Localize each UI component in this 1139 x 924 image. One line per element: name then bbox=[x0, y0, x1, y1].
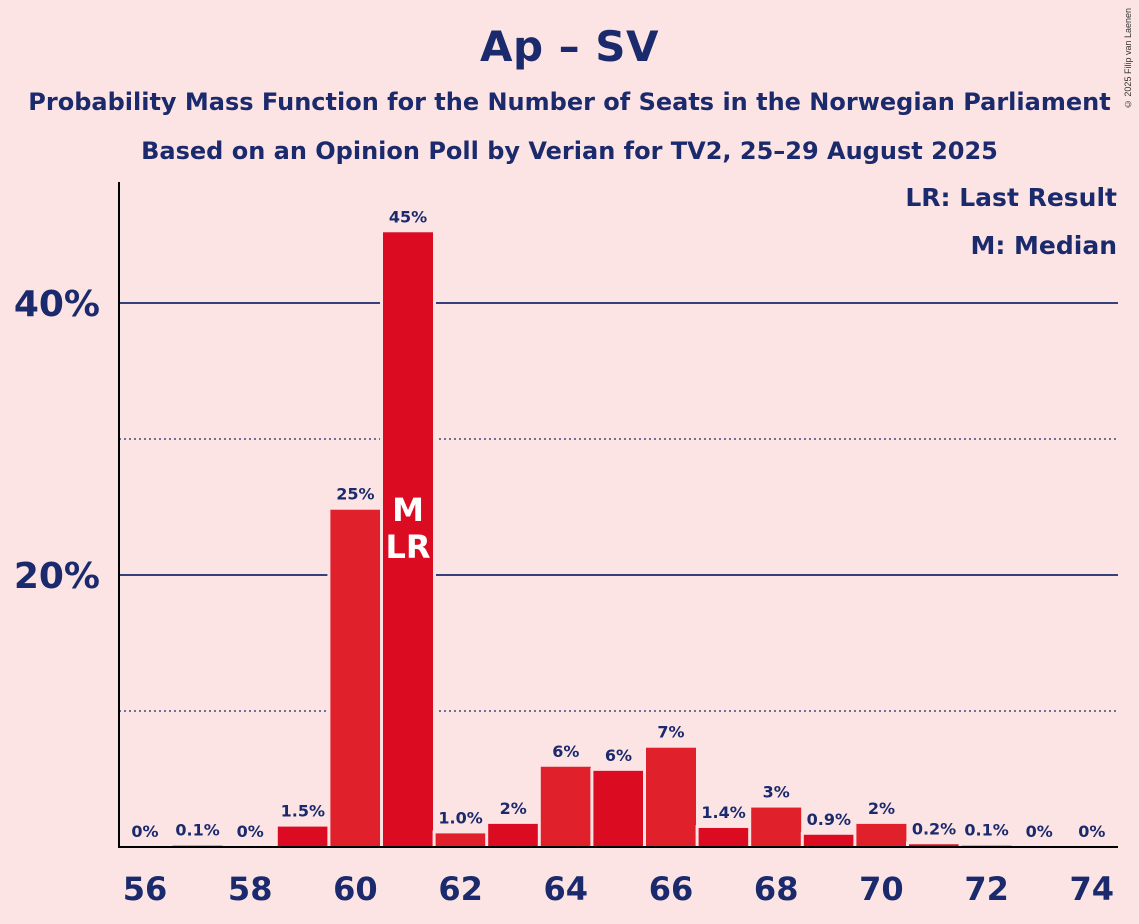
value-label: 0.1% bbox=[175, 821, 219, 840]
value-label: 6% bbox=[605, 746, 632, 765]
bar-seat-61 bbox=[383, 232, 433, 847]
value-label: 2% bbox=[868, 799, 895, 818]
value-label: 1.4% bbox=[701, 803, 745, 822]
y-tick-label: 20% bbox=[14, 556, 100, 597]
bar-seat-63 bbox=[488, 823, 539, 847]
median-marker: M bbox=[392, 491, 424, 529]
value-label: 6% bbox=[552, 742, 579, 761]
x-tick-label: 66 bbox=[649, 870, 694, 908]
value-label: 1.0% bbox=[438, 808, 482, 827]
value-label: 0.1% bbox=[964, 821, 1008, 840]
bar-seat-69 bbox=[803, 834, 854, 847]
bar-seat-64 bbox=[540, 766, 591, 847]
bar-seat-71 bbox=[909, 844, 959, 847]
x-tick-label: 60 bbox=[333, 870, 378, 908]
bar-halo bbox=[906, 841, 962, 847]
value-label: 3% bbox=[763, 783, 790, 802]
x-tick-label: 64 bbox=[544, 870, 589, 908]
legend-median: M: Median bbox=[970, 231, 1117, 260]
value-label: 45% bbox=[389, 207, 427, 226]
bar-seat-65 bbox=[593, 770, 644, 847]
bar-seat-68 bbox=[751, 807, 802, 847]
bar-seat-66 bbox=[646, 747, 696, 847]
bar-seat-60 bbox=[330, 509, 381, 847]
x-tick-label: 68 bbox=[754, 870, 799, 908]
x-tick-label: 72 bbox=[964, 870, 1009, 908]
last-result-marker: LR bbox=[385, 528, 430, 566]
chart-subtitle-2: Based on an Opinion Poll by Verian for T… bbox=[141, 137, 998, 165]
x-tick-label: 56 bbox=[123, 870, 168, 908]
chart-subtitle-1: Probability Mass Function for the Number… bbox=[28, 88, 1111, 116]
value-label: 0% bbox=[237, 822, 264, 841]
value-label: 0.2% bbox=[912, 819, 956, 838]
chart-title: Ap – SV bbox=[479, 22, 660, 71]
x-tick-label: 62 bbox=[438, 870, 483, 908]
value-label: 2% bbox=[500, 799, 527, 818]
bar-seat-67 bbox=[698, 827, 749, 847]
value-label: 0% bbox=[1026, 822, 1053, 841]
value-label: 7% bbox=[657, 723, 684, 742]
legend-last-result: LR: Last Result bbox=[905, 183, 1117, 212]
bar-halo bbox=[958, 842, 1015, 847]
x-tick-label: 58 bbox=[228, 870, 273, 908]
bar-seat-70 bbox=[856, 823, 907, 847]
bar-seat-59 bbox=[277, 826, 328, 847]
y-tick-label: 40% bbox=[14, 284, 100, 325]
value-label: 25% bbox=[336, 485, 374, 504]
value-label: 0% bbox=[1078, 822, 1105, 841]
value-label: 0% bbox=[131, 822, 158, 841]
bar-halo bbox=[169, 842, 226, 847]
x-tick-label: 70 bbox=[859, 870, 904, 908]
x-tick-label: 74 bbox=[1070, 870, 1115, 908]
value-label: 1.5% bbox=[281, 802, 325, 821]
bar-seat-62 bbox=[435, 833, 486, 847]
value-label: 0.9% bbox=[807, 810, 851, 829]
